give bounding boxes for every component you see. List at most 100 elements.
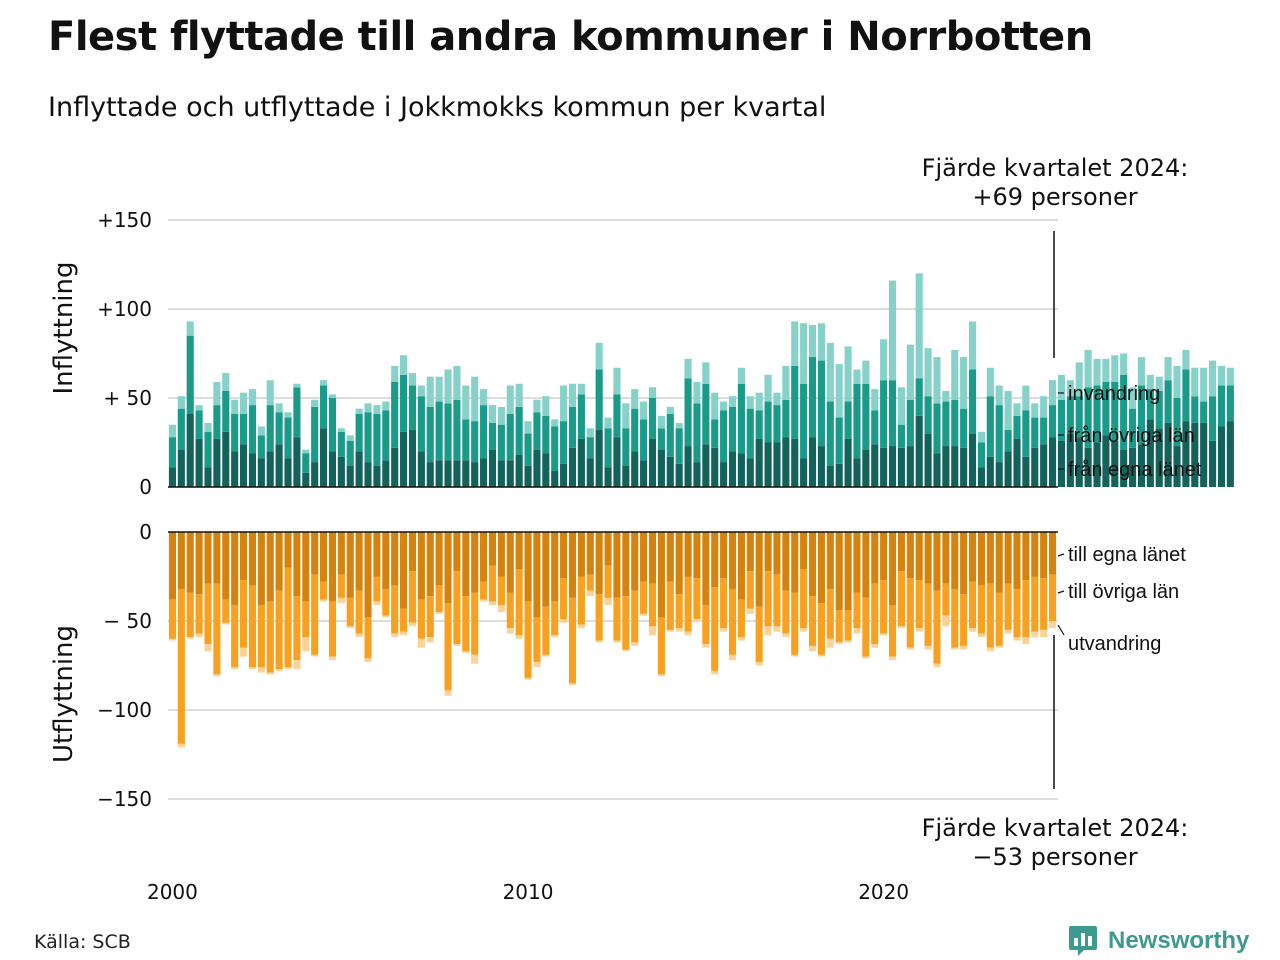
- bar-out-segment: [168, 599, 177, 639]
- bar-out-segment: [906, 532, 914, 579]
- bar-out-segment: [1004, 583, 1012, 630]
- bar-in-segment: [1040, 444, 1048, 487]
- bar-in-segment: [355, 451, 363, 487]
- bar-out-segment: [862, 532, 870, 598]
- bar-out-segment: [622, 649, 630, 652]
- bar-out-segment: [577, 624, 585, 629]
- bar-in-segment: [257, 426, 265, 436]
- bar-in-segment: [497, 406, 505, 425]
- bar-in-segment: [373, 405, 381, 415]
- bar-out-segment: [320, 581, 328, 600]
- bar-in-segment: [240, 392, 248, 415]
- bar-in-segment: [604, 417, 612, 429]
- bar-in-segment: [1022, 410, 1030, 457]
- bar-in-segment: [586, 428, 594, 438]
- bar-in-segment: [1084, 447, 1092, 487]
- bar-in-segment: [337, 431, 345, 457]
- bar-in-segment: [977, 431, 985, 443]
- bar-in-segment: [524, 421, 532, 434]
- bar-in-segment: [986, 367, 994, 397]
- bar-in-segment: [1022, 456, 1030, 487]
- bar-out-segment: [248, 532, 257, 586]
- bar-in-segment: [986, 456, 994, 487]
- bar-out-segment: [168, 638, 177, 641]
- bar-in-segment: [711, 447, 719, 487]
- bar-out-segment: [373, 576, 381, 602]
- bar-out-segment: [800, 569, 808, 629]
- bar-in-segment: [684, 378, 692, 447]
- bar-in-segment: [782, 399, 790, 438]
- bar-in-segment: [1066, 433, 1074, 487]
- bar-in-segment: [720, 462, 728, 487]
- bar-out-segment: [177, 532, 185, 589]
- bar-in-segment: [1146, 419, 1154, 487]
- bar-out-segment: [346, 626, 354, 629]
- bar-in-segment: [222, 373, 230, 391]
- bar-in-segment: [693, 462, 701, 487]
- bar-in-segment: [275, 412, 283, 445]
- bar-in-segment: [951, 446, 959, 487]
- bar-in-segment: [275, 403, 283, 413]
- bar-out-segment: [435, 612, 443, 614]
- bar-in-segment: [293, 387, 301, 438]
- bar-out-segment: [524, 677, 532, 680]
- bar-in-segment: [328, 394, 337, 398]
- bar-in-segment: [773, 405, 781, 443]
- bar-out-segment: [1040, 532, 1048, 579]
- bar-out-segment: [328, 656, 337, 661]
- bar-out-segment: [968, 581, 977, 629]
- bar-out-segment: [444, 603, 452, 691]
- bar-in-segment: [862, 360, 870, 384]
- ylabel-out: Utflyttning: [49, 625, 79, 763]
- bar-in-segment: [435, 460, 443, 487]
- bar-out-segment: [257, 667, 265, 673]
- bar-out-segment: [968, 628, 977, 632]
- bar-out-segment: [400, 631, 408, 636]
- bar-in-segment: [1057, 374, 1066, 400]
- top-annotation-value: +69 personer: [972, 183, 1137, 211]
- bar-out-segment: [320, 532, 328, 582]
- series-label-in: invandring: [1068, 383, 1160, 405]
- bar-out-segment: [257, 604, 265, 668]
- bar-in-segment: [808, 325, 817, 358]
- bar-out-segment: [951, 532, 959, 589]
- bar-in-segment: [1164, 380, 1172, 423]
- bar-in-segment: [817, 360, 825, 447]
- bar-out-segment: [1013, 637, 1021, 641]
- bar-in-segment: [604, 428, 612, 468]
- bar-in-segment: [195, 438, 203, 487]
- bar-in-segment: [782, 437, 790, 487]
- bar-out-segment: [728, 532, 737, 589]
- bar-out-segment: [586, 574, 594, 591]
- bar-out-segment: [302, 637, 310, 652]
- bar-in-segment: [1191, 422, 1199, 487]
- axes: 0 + 50 +100 +150 0 − 50 −100 −150 2000 2010 2020: [97, 208, 1058, 904]
- bar-in-segment: [648, 398, 657, 439]
- series-label-out: utvandring: [1068, 633, 1161, 655]
- bar-in-segment: [711, 392, 719, 420]
- bar-in-segment: [1048, 380, 1057, 406]
- bar-in-segment: [684, 358, 692, 379]
- bar-out-segment: [1031, 532, 1039, 577]
- bar-out-segment: [915, 628, 923, 632]
- bar-out-segment: [995, 645, 1003, 648]
- bar-out-segment: [773, 574, 781, 627]
- bar-out-segment: [560, 532, 568, 579]
- bar-in-segment: [204, 422, 212, 432]
- bar-in-segment: [284, 412, 292, 418]
- bar-out-segment: [293, 532, 301, 597]
- bar-out-segment: [542, 654, 550, 657]
- bar-in-segment: [826, 342, 834, 402]
- bar-in-segment: [551, 426, 559, 471]
- bar-in-segment: [311, 399, 319, 407]
- bar-out-segment: [684, 576, 692, 632]
- bar-in-segment: [400, 431, 408, 487]
- bar-in-segment: [542, 453, 550, 487]
- bar-out-segment: [631, 642, 639, 646]
- bar-in-segment: [1111, 381, 1119, 441]
- bar-in-segment: [515, 454, 523, 487]
- bar-in-segment: [595, 342, 603, 370]
- bar-out-segment: [400, 608, 408, 632]
- bar-out-segment: [186, 532, 194, 593]
- bar-in-segment: [177, 408, 185, 450]
